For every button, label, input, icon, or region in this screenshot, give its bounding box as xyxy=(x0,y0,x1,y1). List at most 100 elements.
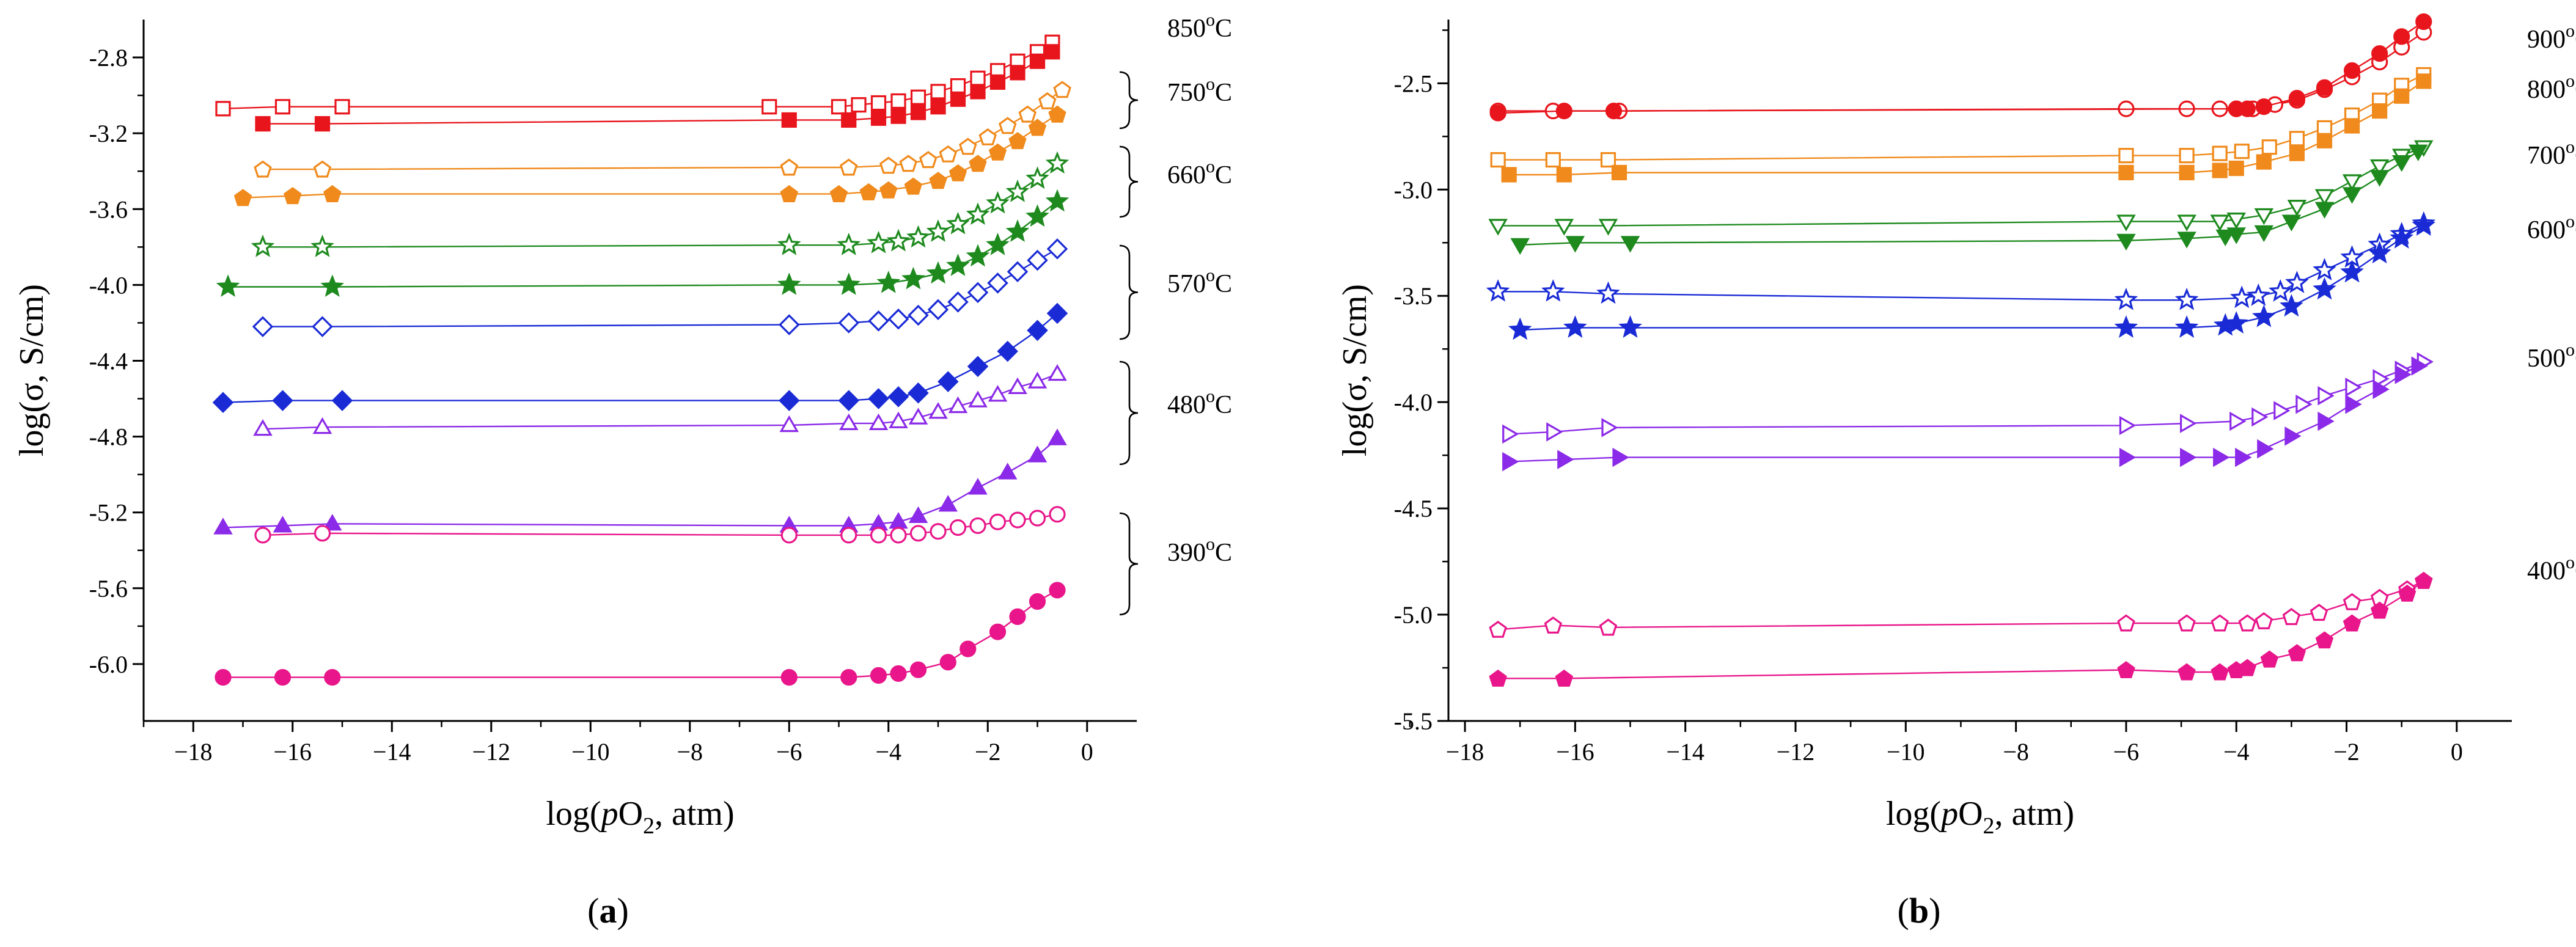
data-point xyxy=(2226,227,2246,244)
data-point xyxy=(2256,154,2272,170)
series-800c-filled xyxy=(1501,73,2432,183)
data-point xyxy=(838,312,860,334)
data-point xyxy=(989,623,1007,640)
data-point xyxy=(2316,79,2333,96)
series-570c-open xyxy=(252,238,1068,337)
data-point xyxy=(253,419,273,436)
series-line xyxy=(222,42,1053,109)
data-point xyxy=(272,390,293,411)
data-point xyxy=(213,517,233,535)
data-point xyxy=(989,74,1006,90)
series-line xyxy=(223,589,1058,678)
data-point xyxy=(2251,407,2269,427)
data-point xyxy=(2310,604,2328,621)
data-point xyxy=(1502,424,1519,444)
data-point xyxy=(1045,151,1070,174)
data-point xyxy=(2391,155,2412,172)
y-tick-label: -4.8 xyxy=(89,423,128,451)
data-point xyxy=(909,525,927,542)
data-point xyxy=(1620,236,1640,253)
temperature-label: 570oC xyxy=(1167,265,1232,298)
data-point xyxy=(938,371,959,392)
data-point xyxy=(2177,214,2196,232)
x-tick-label: −16 xyxy=(1556,738,1594,766)
data-point xyxy=(1557,450,1574,469)
data-point xyxy=(904,177,923,195)
data-point xyxy=(1028,119,1047,136)
data-point xyxy=(2179,148,2195,164)
data-point xyxy=(1009,511,1026,528)
data-point xyxy=(910,89,927,105)
data-point xyxy=(2316,120,2333,136)
data-point xyxy=(1044,44,1060,60)
data-point xyxy=(2235,447,2252,467)
series-900c-open xyxy=(1489,24,2432,120)
data-point xyxy=(939,145,957,163)
x-tick-label: −6 xyxy=(776,738,802,766)
x-tick-label: −10 xyxy=(571,738,610,766)
data-point xyxy=(908,408,928,425)
data-point xyxy=(314,525,331,542)
data-point xyxy=(966,244,990,267)
data-point xyxy=(780,158,798,176)
temperature-label: 390oC xyxy=(1167,534,1232,567)
series-900c-filled xyxy=(1489,13,2432,122)
data-point xyxy=(868,310,889,332)
data-point xyxy=(2369,170,2390,187)
data-point xyxy=(777,232,801,255)
data-point xyxy=(761,99,777,115)
data-point xyxy=(2288,644,2306,662)
x-tick-label: −12 xyxy=(472,738,510,766)
data-point xyxy=(2229,411,2247,431)
data-point xyxy=(840,527,857,544)
data-point xyxy=(2313,277,2336,300)
data-point xyxy=(2280,294,2303,317)
temperature-label: 500oC xyxy=(2527,340,2576,373)
series-390c-open xyxy=(254,506,1066,544)
data-point xyxy=(870,95,887,111)
group-bracket xyxy=(1119,512,1139,616)
data-point xyxy=(831,99,847,115)
data-point xyxy=(1038,92,1057,109)
data-point xyxy=(970,70,986,86)
y-tick-label: -3.6 xyxy=(89,196,128,223)
data-point xyxy=(1029,593,1046,610)
data-point xyxy=(837,272,861,295)
data-point xyxy=(968,390,988,408)
data-point xyxy=(949,164,967,181)
data-point xyxy=(2314,189,2335,206)
temperature-label: 400oC xyxy=(2527,552,2576,585)
x-tick-label: −18 xyxy=(174,738,213,766)
data-point xyxy=(2372,379,2390,400)
data-point xyxy=(2228,160,2244,177)
data-point xyxy=(2255,612,2273,630)
panel-b-chart: −18 −16 −14 −12 −10 −8 −6 −4 −2 0 -5.5 -5.0 -4.5 -4.0… xyxy=(1336,13,2576,839)
x-tick-label: −8 xyxy=(677,738,703,766)
data-point xyxy=(837,232,861,255)
data-point xyxy=(254,160,272,178)
data-point xyxy=(1048,364,1067,381)
data-point xyxy=(1046,302,1068,324)
data-point xyxy=(334,99,350,115)
temperature-label: 850oC xyxy=(1167,10,1232,43)
data-point xyxy=(251,234,275,257)
data-point xyxy=(1565,236,1585,253)
data-point xyxy=(2238,614,2256,632)
x-axis-title: log(pO2, atm) xyxy=(1886,795,2074,839)
series-570c-filled xyxy=(212,302,1068,413)
data-point xyxy=(254,527,271,544)
data-point xyxy=(312,316,333,337)
x-tick-label: −10 xyxy=(1887,738,1925,766)
data-point xyxy=(889,411,908,428)
data-point xyxy=(1008,377,1027,395)
data-point xyxy=(2344,118,2360,134)
series-line xyxy=(1498,21,2424,114)
data-point xyxy=(2317,411,2335,431)
data-point xyxy=(215,669,232,686)
temperature-label: 700oC xyxy=(2527,137,2576,170)
data-point xyxy=(930,523,947,540)
data-point xyxy=(2174,315,2199,338)
data-point xyxy=(2372,103,2388,119)
data-point xyxy=(2116,233,2136,250)
y-axis-title: log(σ, S/cm) xyxy=(13,284,51,456)
